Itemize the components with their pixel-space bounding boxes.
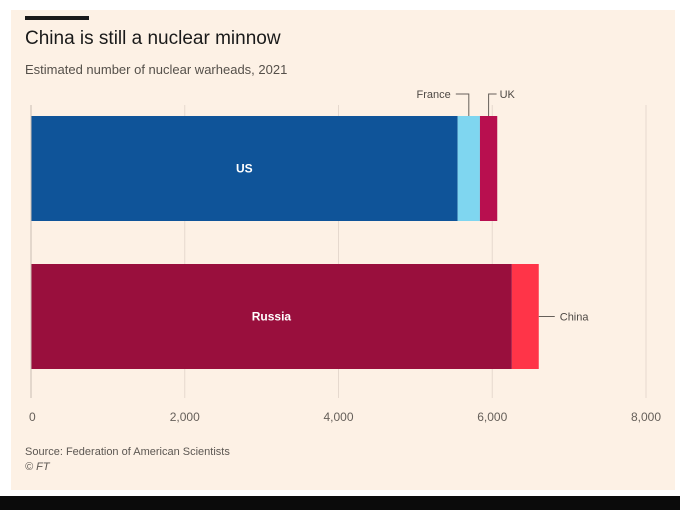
bar-label-russia: Russia	[252, 310, 292, 324]
chart-title: China is still a nuclear minnow	[25, 28, 281, 49]
x-tick-label-8000: 8,000	[631, 410, 661, 424]
bar-segment-china	[511, 264, 539, 369]
bottom-border	[0, 496, 680, 510]
bar-segment-uk	[479, 116, 498, 221]
bar-segment-russia	[31, 264, 512, 369]
chart-source: Source: Federation of American Scientist…	[25, 446, 230, 458]
callout-label-france: France	[417, 89, 451, 101]
chart-subtitle: Estimated number of nuclear warheads, 20…	[25, 62, 288, 77]
x-tick-label-4000: 4,000	[323, 410, 353, 424]
callout-label-china: China	[560, 312, 590, 324]
chart-card: China is still a nuclear minnow Estimate…	[11, 10, 675, 490]
x-tick-label-2000: 2,000	[170, 410, 200, 424]
callout-line-uk	[488, 93, 497, 116]
chart-credit: © FT	[25, 461, 50, 473]
callout-line-france	[455, 93, 470, 116]
x-tick-label-6000: 6,000	[477, 410, 507, 424]
bar-segment-us	[31, 116, 458, 221]
bar-segment-france	[457, 116, 480, 221]
bar-label-us: US	[236, 162, 253, 176]
callout-label-uk: UK	[500, 89, 516, 101]
title-rule	[25, 16, 89, 20]
x-tick-label-0: 0	[29, 410, 36, 424]
